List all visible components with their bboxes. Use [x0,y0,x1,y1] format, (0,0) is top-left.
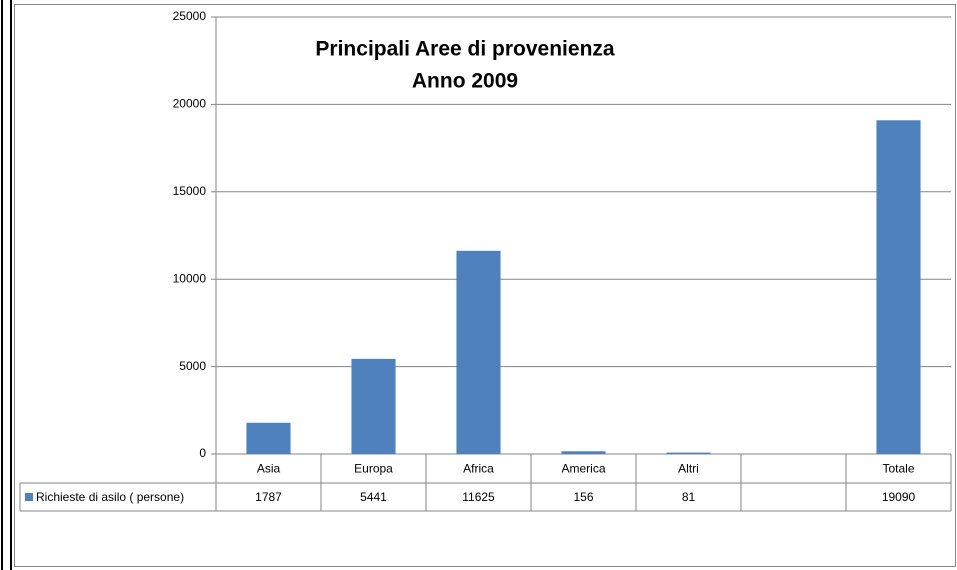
bar [246,422,291,454]
legend-key [25,493,33,501]
x-tick-label: Altri [678,462,699,476]
table-value: 81 [682,490,696,504]
chart-subtitle: Anno 2009 [412,70,518,93]
y-tick-label: 0 [199,446,206,460]
bar [456,250,501,454]
bar [351,358,396,454]
x-tick-label: America [561,462,605,476]
table-value: 156 [573,490,593,504]
x-tick-label: Totale [882,462,914,476]
bar [561,451,606,454]
chart-frame [14,4,956,567]
bar [876,120,921,455]
y-tick-label: 25000 [173,9,207,23]
chart-title: Principali Aree di provenienza [315,38,614,61]
table-value: 5441 [360,490,387,504]
table-value: 11625 [462,490,495,504]
table-value: 1787 [255,490,282,504]
x-tick-label: Asia [257,462,281,476]
bar [666,452,711,454]
table-value: 19090 [882,490,916,504]
x-tick-label: Africa [463,462,494,476]
y-tick-label: 10000 [173,271,207,285]
y-tick-label: 15000 [173,184,207,198]
y-tick-label: 5000 [179,359,206,373]
x-tick-label: Europa [354,462,393,476]
y-tick-label: 20000 [173,97,207,111]
legend-label: Richieste di asilo ( persone) [36,490,184,504]
